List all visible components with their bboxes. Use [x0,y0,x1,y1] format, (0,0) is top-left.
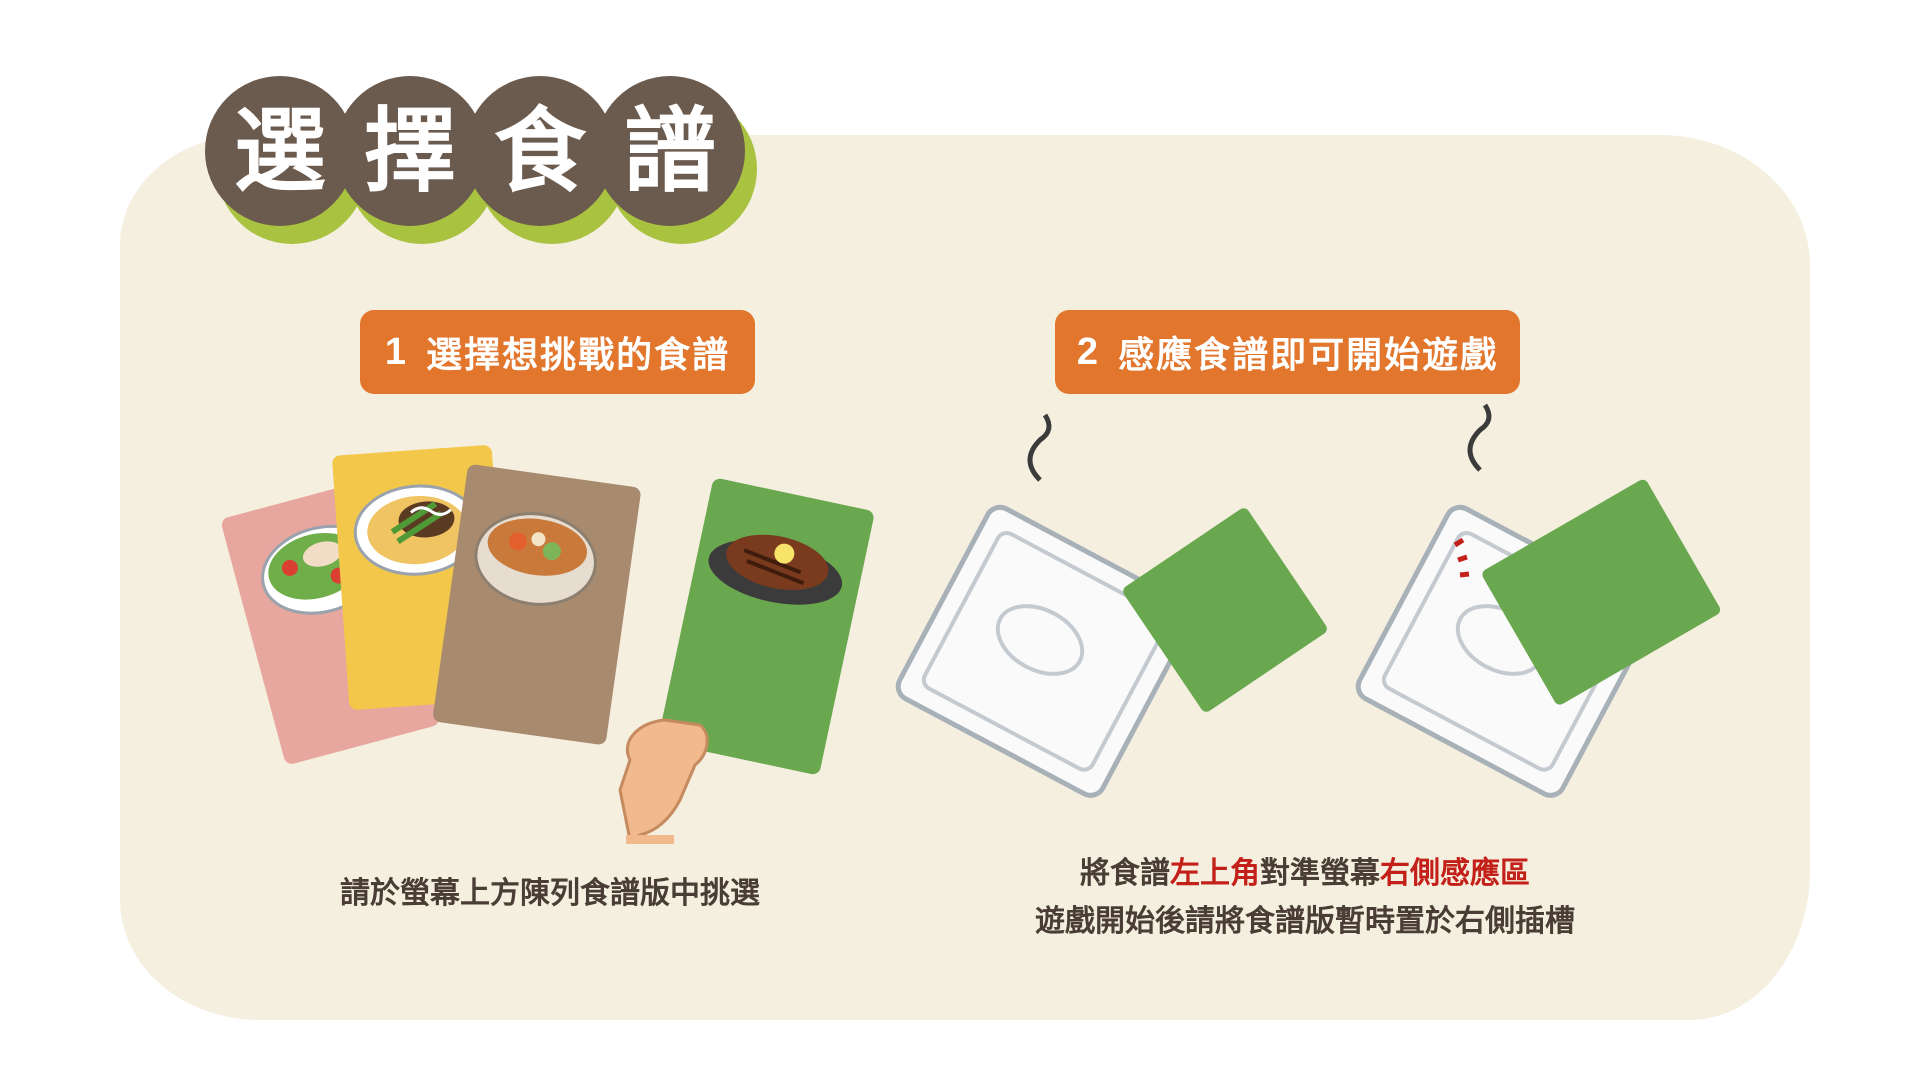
recipe-card-blank [1123,508,1327,712]
step-2-header: 2 感應食譜即可開始遊戲 [1055,310,1520,394]
caption-highlight-sensor: 右側感應區 [1380,856,1530,891]
step-1-label: 選擇想挑戰的食譜 [426,335,731,376]
step-2-number: 2 [1076,330,1101,373]
step-2-label: 感應食譜即可開始遊戲 [1118,335,1499,376]
hand-icon [618,718,709,844]
caption-text: 對準螢幕 [1260,856,1380,891]
step-1-header: 1 選擇想挑戰的食譜 [360,310,755,394]
step-2-caption-line-1: 將食譜左上角對準螢幕右側感應區 [990,850,1620,898]
nfc-reader-icon [895,413,1195,798]
recipe-card-stew [433,464,641,745]
title-char-3: 食 [465,76,615,226]
recipe-card-steak [659,478,874,775]
nfc-reader-with-card [1355,403,1721,798]
title-char-1: 選 [205,76,355,226]
page-title: 選 擇 食 譜 [205,76,757,256]
caption-highlight-top-left: 左上角 [1170,856,1260,891]
step-2-caption-line-2: 遊戲開始後請將食譜版暫時置於右側插槽 [1035,904,1575,939]
title-char-4: 譜 [595,76,745,226]
step-1-caption: 請於螢幕上方陳列食譜版中挑選 [340,876,760,911]
step-2-caption: 將食譜左上角對準螢幕右側感應區 遊戲開始後請將食譜版暫時置於右側插槽 [990,850,1620,946]
caption-text: 將食譜 [1080,856,1170,891]
title-char-2: 擇 [335,76,485,226]
step-1-number: 1 [384,330,409,373]
